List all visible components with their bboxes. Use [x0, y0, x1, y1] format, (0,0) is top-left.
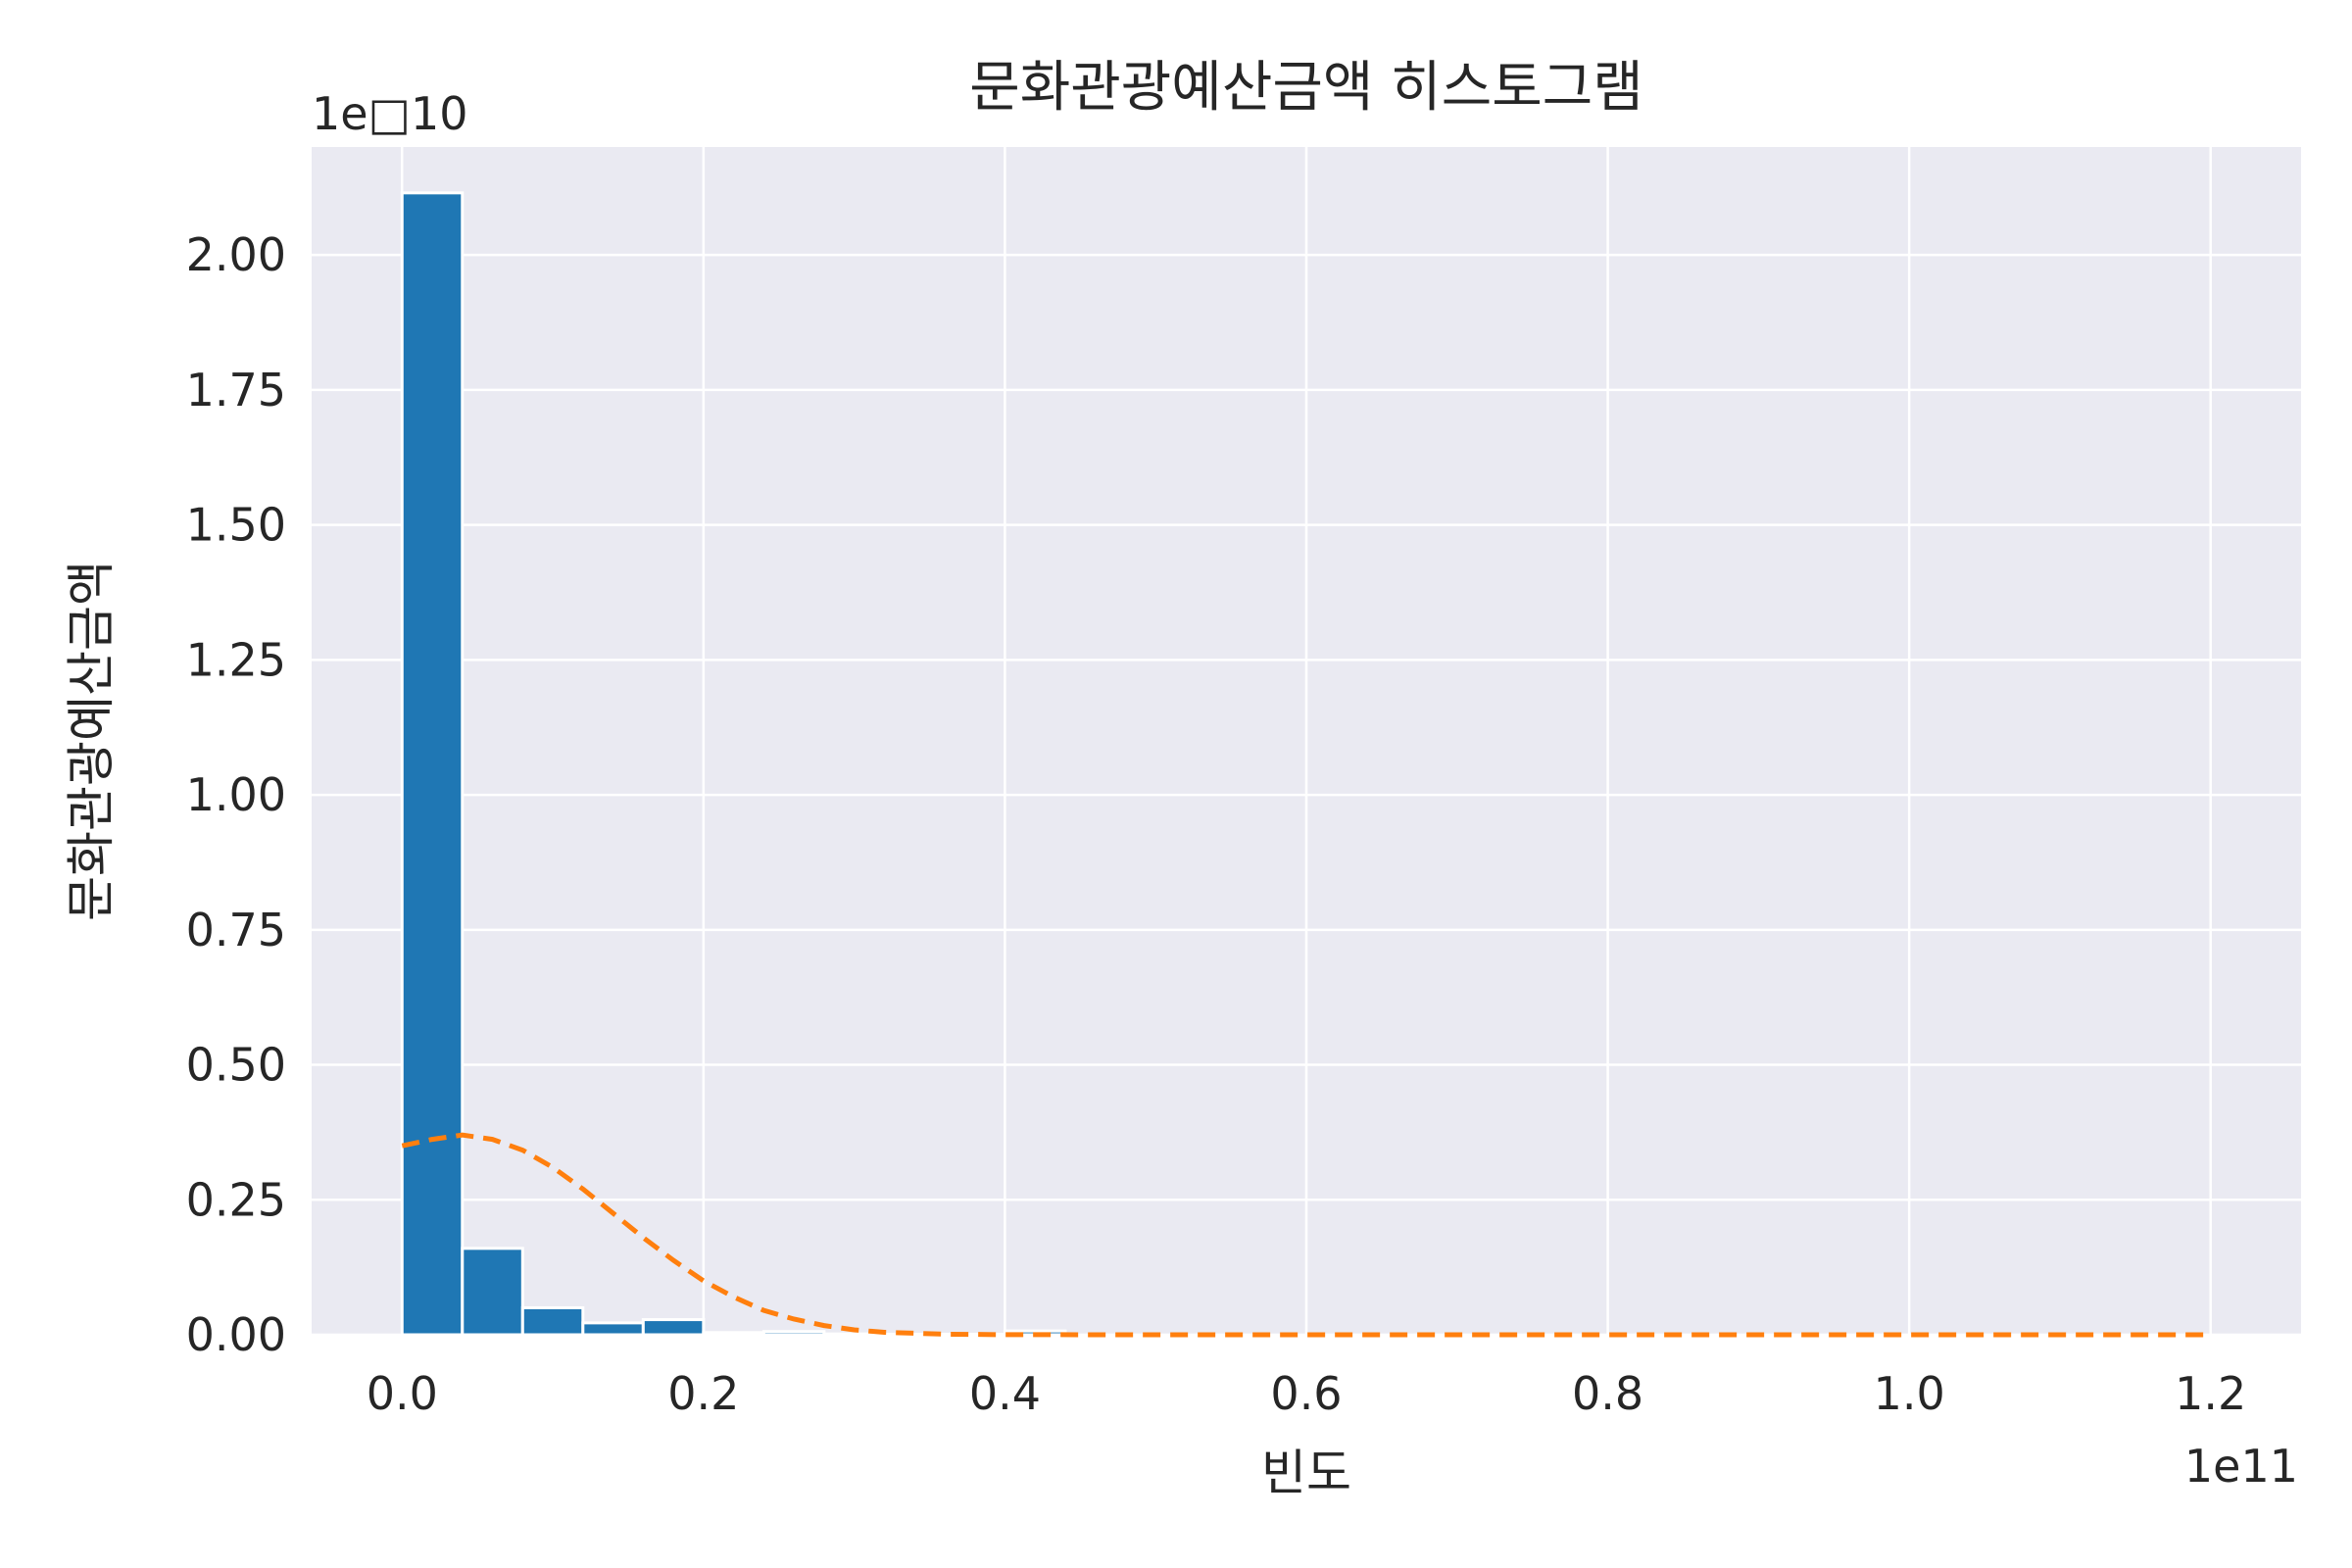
y-tick-labels: 0.00 0.25 0.50 0.75 1.00 1.25 1.50 1.75 2.00: [186, 228, 286, 1361]
y-tick-label: 0.25: [186, 1173, 286, 1226]
histogram-bar: [520, 1305, 585, 1337]
x-tick-label: 0.8: [1572, 1367, 1643, 1420]
y-tick-label: 0.75: [186, 904, 286, 956]
y-tick-label: 1.00: [186, 768, 286, 821]
x-tick-label: 0.2: [667, 1367, 739, 1420]
y-tick-label: 0.00: [186, 1308, 286, 1361]
x-tick-label: 0.0: [367, 1367, 438, 1420]
y-tick-label: 0.50: [186, 1039, 286, 1092]
histogram-bar: [702, 1331, 765, 1337]
histogram-bar: [641, 1318, 706, 1337]
density-curve: [401, 1132, 2211, 1338]
histogram-bars: [400, 191, 1067, 1337]
histogram-bar: [761, 1330, 826, 1337]
histogram-bar: [400, 191, 465, 1337]
x-tick-label: 0.6: [1270, 1367, 1342, 1420]
y-tick-label: 2.00: [186, 228, 286, 281]
x-tick-label: 1.0: [1874, 1367, 1945, 1420]
chart-title: 문화관광예산금액 히스토그램: [969, 56, 1643, 120]
x-tick-labels: 0.0 0.2 0.4 0.6 0.8 1.0 1.2: [367, 1367, 2247, 1420]
y-tick-label: 1.75: [186, 364, 286, 416]
x-tick-label: 0.4: [969, 1367, 1041, 1420]
y-tick-label: 1.50: [186, 499, 286, 552]
x-axis-label: 빈도: [1261, 1445, 1351, 1501]
x-tick-label: 1.2: [2175, 1367, 2246, 1420]
histogram-bar: [581, 1321, 645, 1337]
y-offset-label: 1e□10: [312, 87, 468, 140]
x-offset-label: 1e11: [2184, 1440, 2298, 1493]
histogram-bar: [822, 1332, 886, 1337]
histogram-bar: [461, 1247, 524, 1337]
y-axis-label: 문화관광예산금액: [63, 561, 120, 921]
density-curve-layer: [401, 1132, 2211, 1338]
y-tick-label: 1.25: [186, 633, 286, 686]
